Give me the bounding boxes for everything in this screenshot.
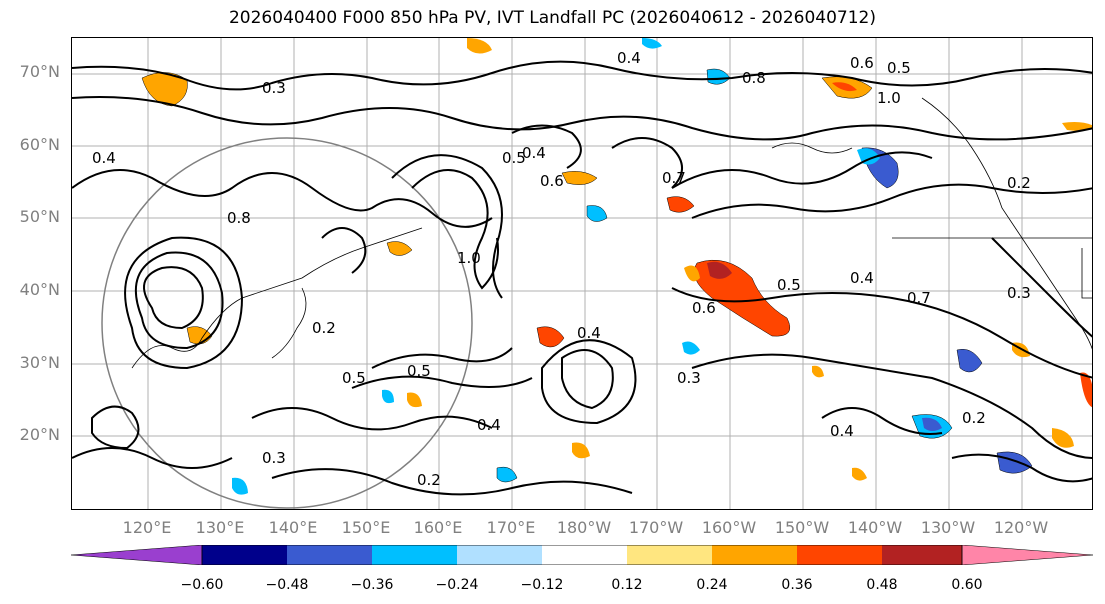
contour-label: 0.6 (850, 54, 874, 72)
contour-label: 0.4 (522, 144, 546, 162)
lat-label: 50°N (19, 207, 60, 226)
contour-label: 0.7 (907, 289, 931, 307)
lat-label: 70°N (19, 62, 60, 81)
contour-label: 1.0 (457, 249, 481, 267)
colorbar-tick: 0.48 (866, 577, 898, 593)
colorbar-tick: 0.36 (781, 577, 813, 593)
colorbar-segment (202, 545, 287, 565)
lat-label: 20°N (19, 425, 60, 444)
lat-label: 60°N (19, 135, 60, 154)
contour-label: 0.2 (417, 471, 441, 489)
colorbar-segment (457, 545, 542, 565)
lon-label: 170°W (628, 518, 684, 537)
contour-label: 1.0 (877, 89, 901, 107)
lon-label: 180°W (556, 518, 612, 537)
coastlines (131, 97, 1092, 369)
colorbar-segment (961, 545, 1093, 565)
region-circle (101, 137, 473, 509)
contour-label: 0.5 (502, 149, 526, 167)
colorbar-segment (287, 545, 372, 565)
contour-label: 0.6 (692, 299, 716, 317)
contour-label: 0.8 (742, 69, 766, 87)
colorbar-tick: 0.60 (951, 577, 983, 593)
contour-label: 0.4 (830, 422, 854, 440)
contour-label: 0.7 (662, 169, 686, 187)
contour-label: 0.2 (1007, 174, 1031, 192)
colorbar-tick: −0.12 (520, 577, 564, 593)
lon-label: 160°W (701, 518, 757, 537)
lon-label: 120°E (122, 518, 172, 537)
graticule (72, 38, 1092, 509)
contour-label: 0.2 (312, 319, 336, 337)
colorbar-tick: −0.36 (350, 577, 394, 593)
lon-label: 150°W (774, 518, 830, 537)
lon-label: 160°E (413, 518, 463, 537)
colorbar-tick: 0.24 (696, 577, 728, 593)
contour-label: 0.4 (617, 49, 641, 67)
contour-label: 0.2 (962, 409, 986, 427)
map-title: 2026040400 F000 850 hPa PV, IVT Landfall… (228, 8, 876, 28)
contour-label: 0.4 (577, 324, 601, 342)
lon-label: 130°E (195, 518, 245, 537)
colorbar-segment (882, 545, 962, 565)
contour-label: 0.4 (850, 269, 874, 287)
colorbar (71, 545, 1093, 565)
contour-label: 0.6 (540, 172, 564, 190)
contour-label: 0.8 (227, 209, 251, 227)
contour-label: 0.5 (342, 369, 366, 387)
lon-label: 130°W (920, 518, 976, 537)
contour-label: 0.5 (777, 276, 801, 294)
lon-label: 140°E (268, 518, 318, 537)
colorbar-tick: −0.24 (435, 577, 479, 593)
lat-label: 40°N (19, 280, 60, 299)
contour-label: 0.5 (407, 362, 431, 380)
colorbar-segment (797, 545, 882, 565)
colorbar-tick: −0.60 (180, 577, 224, 593)
lon-label: 150°E (341, 518, 391, 537)
shaded-anomalies (141, 38, 1092, 495)
colorbar-segment (627, 545, 712, 565)
contour-label: 0.4 (92, 149, 116, 167)
map-panel: 0.4 0.6 0.5 0.8 1.0 0.7 0.2 0.3 0.4 0.5 … (71, 37, 1093, 510)
map-canvas: 0.4 0.6 0.5 0.8 1.0 0.7 0.2 0.3 0.4 0.5 … (72, 38, 1092, 509)
colorbar-tick: −0.48 (265, 577, 309, 593)
lon-label: 170°E (486, 518, 536, 537)
colorbar-segment (712, 545, 797, 565)
colorbar-segment (71, 545, 203, 565)
contour-label: 0.5 (887, 59, 911, 77)
contour-label-group: 0.4 0.6 0.5 0.8 1.0 0.7 0.2 0.3 0.4 0.5 … (92, 49, 1031, 489)
lat-label: 30°N (19, 353, 60, 372)
lon-label: 120°W (993, 518, 1049, 537)
contour-label: 0.3 (677, 369, 701, 387)
colorbar-segment (542, 545, 627, 565)
lon-label: 140°W (847, 518, 903, 537)
contour-label: 0.3 (262, 449, 286, 467)
colorbar-segment (372, 545, 457, 565)
contour-label: 0.3 (1007, 284, 1031, 302)
contour-label: 0.4 (477, 416, 501, 434)
contour-label: 0.3 (262, 79, 286, 97)
colorbar-tick: 0.12 (611, 577, 643, 593)
